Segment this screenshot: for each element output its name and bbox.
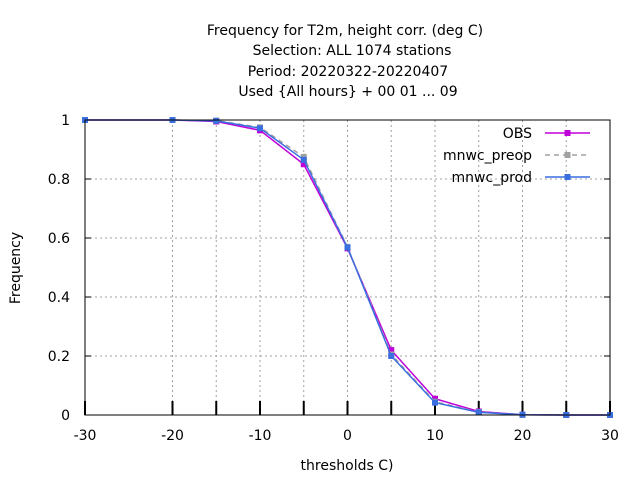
y-tick-label: 0.6 <box>48 231 70 247</box>
title-line-2: Selection: ALL 1074 stations <box>253 43 452 59</box>
title-line-1: Frequency for T2m, height corr. (deg C) <box>207 23 483 39</box>
y-tick-label: 0.4 <box>48 290 70 306</box>
title-line-3: Period: 20220322-20220407 <box>248 64 448 80</box>
y-tick-label: 0 <box>61 408 70 424</box>
y-tick-label: 0.2 <box>48 349 70 365</box>
x-tick-label: 0 <box>343 428 352 444</box>
x-tick-label: 30 <box>601 428 619 444</box>
data-point <box>388 353 395 359</box>
data-point <box>344 244 351 251</box>
x-tick-label: 10 <box>426 428 444 444</box>
y-tick-label: 1 <box>61 113 70 129</box>
series-mnwc_prod <box>82 117 613 418</box>
tick-labels: -30 -20 -10 0 10 20 30 0 0.2 0.4 0.6 0.8 1 <box>48 113 619 444</box>
series-mnwc_preop <box>82 117 613 418</box>
data-point <box>432 399 438 406</box>
legend-swatch-marker <box>564 152 571 158</box>
legend-label: mnwc_preop <box>443 148 532 164</box>
grid <box>85 120 610 415</box>
y-tick-label: 0.8 <box>48 172 70 188</box>
legend: OBS mnwc_preop mnwc_prod <box>443 126 590 186</box>
x-tick-label: -20 <box>161 428 184 444</box>
title-line-4: Used {All hours} + 00 01 ... 09 <box>238 84 457 100</box>
series-OBS <box>82 117 613 418</box>
axes <box>84 119 611 416</box>
legend-swatch-marker <box>564 130 571 136</box>
legend-label: mnwc_prod <box>452 170 532 186</box>
data-point <box>257 125 263 132</box>
x-tick-label: 20 <box>514 428 532 444</box>
data-point <box>388 347 395 354</box>
series-layer <box>82 117 613 418</box>
legend-label: OBS <box>503 126 532 142</box>
data-point <box>300 161 307 168</box>
chart-title: Frequency for T2m, height corr. (deg C) … <box>207 23 483 100</box>
y-axis-label: Frequency <box>8 232 24 304</box>
x-tick-label: -10 <box>249 428 272 444</box>
x-axis-label: thresholds C) <box>301 458 394 474</box>
data-point <box>300 156 307 163</box>
plot-border <box>84 119 611 416</box>
data-point <box>213 117 220 124</box>
legend-swatch-marker <box>564 174 571 180</box>
x-tick-label: -30 <box>74 428 97 444</box>
data-point <box>475 409 482 416</box>
